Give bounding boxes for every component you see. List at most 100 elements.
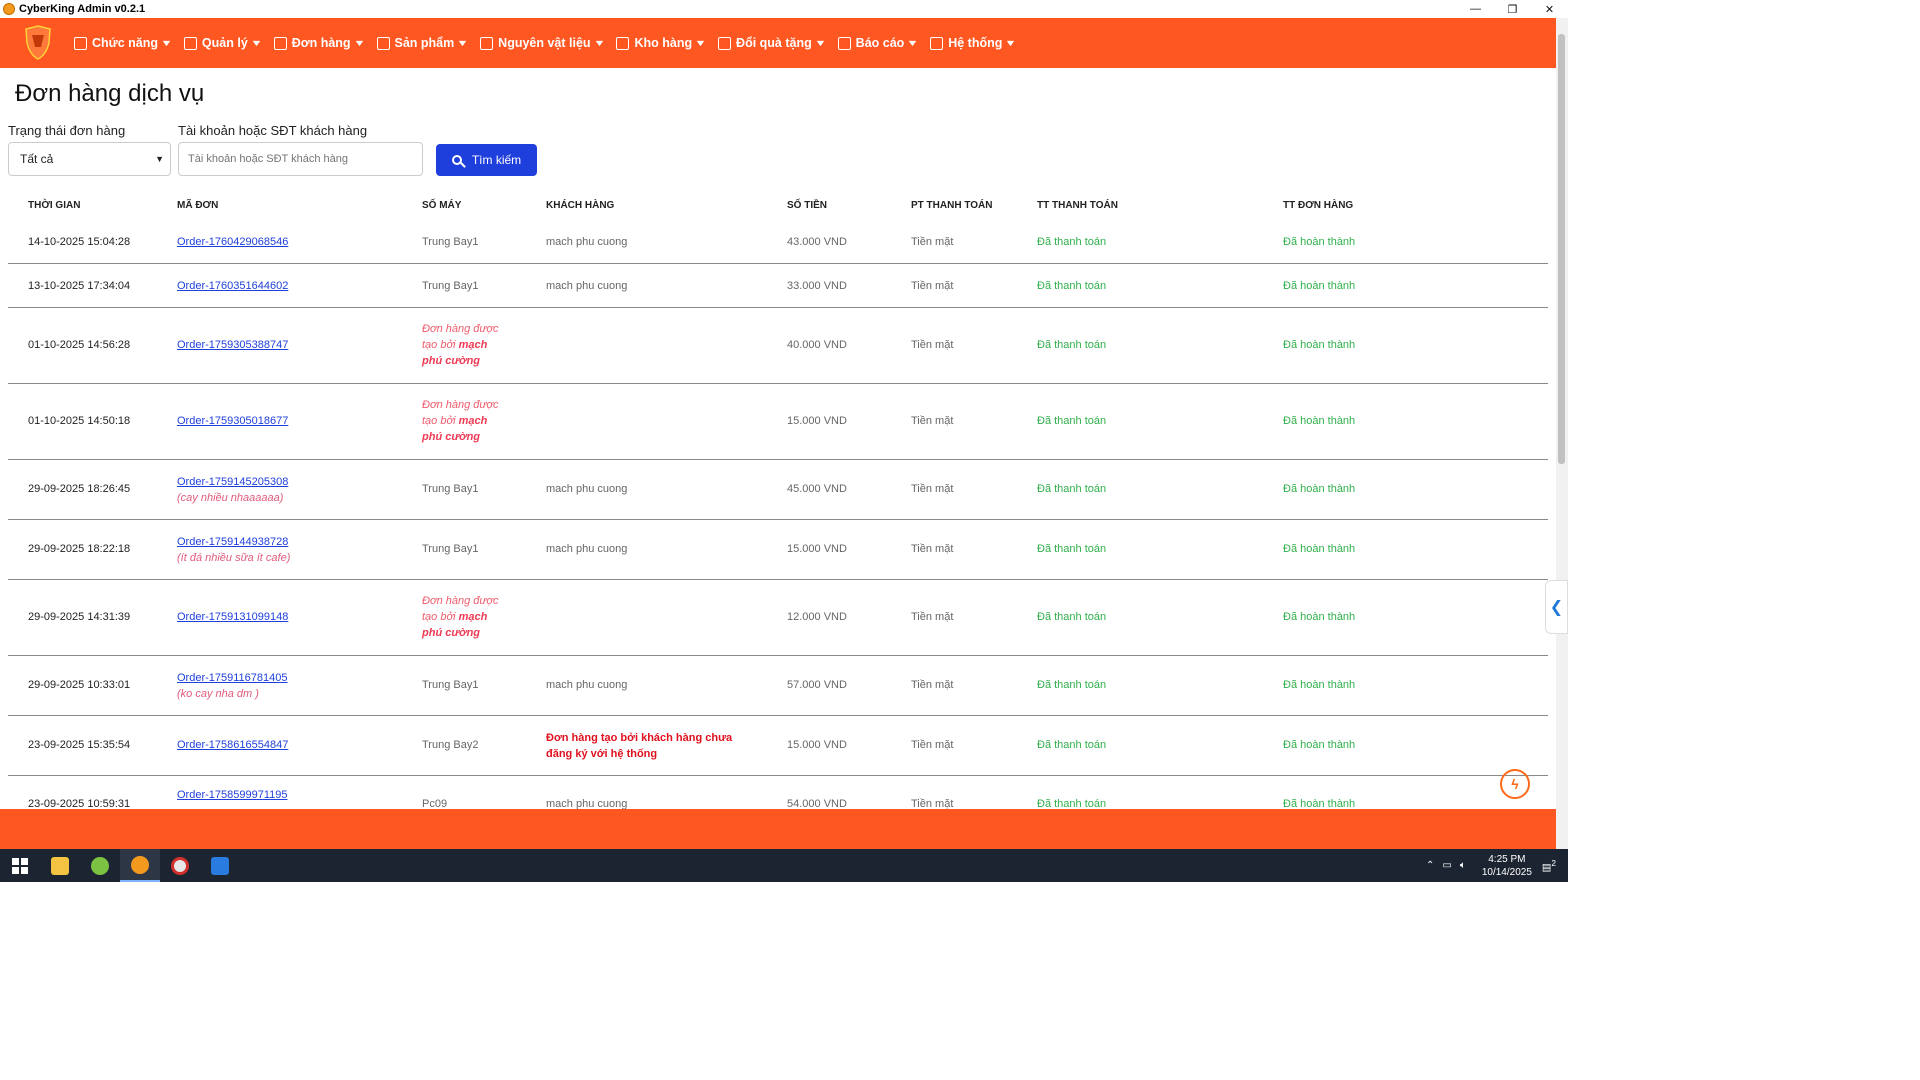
app-logo-icon [3,3,15,15]
chevron-down-icon: ▼ [352,38,366,48]
cyberking-icon [131,855,149,874]
warehouse-icon [616,36,630,50]
search-button[interactable]: Tìm kiếm [436,144,537,176]
taskbar-app-green[interactable] [80,849,120,882]
nav-he-thong[interactable]: Hệ thống ▼ [930,18,1017,68]
table-row[interactable]: 13-10-2025 17:34:04 Order-1760351644602 … [8,264,1548,308]
search-icon [451,155,462,165]
col-machine[interactable]: SỐ MÁY [422,200,462,211]
nav-doi-qua-tang[interactable]: Đổi quà tặng ▼ [718,18,826,68]
col-time[interactable]: THỜI GIAN [28,200,81,211]
col-order-code[interactable]: MÃ ĐƠN [177,200,219,211]
table-row[interactable]: 01-10-2025 14:56:28 Order-1759305388747 … [8,308,1548,384]
shield-logo-icon [25,25,51,60]
order-note: (cay nhiều nhaaaaaa) [177,492,284,504]
table-row[interactable]: 29-09-2025 18:26:45 Order-1759145205308(… [8,460,1548,520]
nav-nguyen-vat-lieu[interactable]: Nguyên vật liệu ▼ [480,18,606,68]
machine-note: Đơn hàng được tạo bởi mạch phú cường [422,399,499,443]
order-link[interactable]: Order-1759305018677 [177,415,289,427]
order-link[interactable]: Order-1759305388747 [177,339,289,351]
nav-bao-cao[interactable]: Báo cáo ▼ [837,18,919,68]
order-link[interactable]: Order-1759131099148 [177,611,289,623]
system-tray: ⌃ ▭ 🔈︎ 4:25 PM 10/14/2025 ▤2 [1426,849,1568,882]
windows-icon [12,857,28,874]
col-order-status[interactable]: TT ĐƠN HÀNG [1283,200,1354,211]
table-row[interactable]: 29-09-2025 10:33:01 Order-1759116781405(… [8,656,1548,716]
chevron-left-icon: ❮ [1549,599,1564,616]
account-search-input[interactable] [178,142,423,176]
status-filter-label: Trạng thái đơn hàng [8,123,126,138]
order-link[interactable]: Order-1759145205308 [177,476,289,488]
account-filter-label: Tài khoản hoặc SĐT khách hàng [178,123,368,138]
minimize-button[interactable]: — [1470,3,1481,15]
chevron-down-icon: ▼ [160,38,173,48]
main-content: Đơn hàng dịch vụ Trạng thái đơn hàng Tài… [0,68,1556,809]
order-note: (ko cay nha dm ) [177,688,259,700]
os-taskbar: ⌃ ▭ 🔈︎ 4:25 PM 10/14/2025 ▤2 [0,849,1568,882]
app-red-icon [171,856,189,875]
chevron-down-icon: ▼ [592,38,606,48]
order-link[interactable]: Order-1760351644602 [177,280,289,292]
window-title: CyberKing Admin v0.2.1 [19,3,146,15]
footer-bar [0,809,1556,849]
col-payment-method[interactable]: PT THANH TOÁN [911,200,993,211]
tray-chevron-up-icon[interactable]: ⌃ [1426,860,1435,871]
side-panel-toggle[interactable]: ❮ [1545,580,1568,634]
order-link[interactable]: Order-1759116781405 [177,672,288,684]
start-button[interactable] [0,849,40,882]
col-payment-status[interactable]: TT THANH TOÁN [1037,200,1118,211]
system-user-icon [930,36,944,50]
nav-quan-ly[interactable]: Quản lý ▼ [183,18,262,68]
gift-icon [718,36,732,50]
order-link[interactable]: Order-1760429068546 [177,236,289,248]
ingredients-icon [480,36,494,50]
order-link[interactable]: Order-1758616554847 [177,739,289,751]
order-note: (ít đá nhiều sữa ít cafe) [177,552,291,564]
app-blue-icon [211,856,229,875]
cyberking-logo[interactable] [22,25,54,61]
table-row[interactable]: 14-10-2025 15:04:28 Order-1760429068546 … [8,220,1548,264]
col-customer[interactable]: KHÁCH HÀNG [546,200,615,211]
chevron-down-icon: ▼ [694,38,707,48]
table-row[interactable]: 01-10-2025 14:50:18 Order-1759305018677 … [8,384,1548,460]
top-navbar: Chức năng ▼ Quản lý ▼ Đơn hàng ▼ Sản phẩm ▼ … [0,18,1556,68]
window-titlebar: CyberKing Admin v0.2.1 — ❐ ✕ [0,0,1568,18]
table-row[interactable]: 29-09-2025 18:22:18 Order-1759144938728(… [8,520,1548,580]
nav-kho-hang[interactable]: Kho hàng ▼ [616,18,707,68]
unregistered-customer-warning: Đơn hàng tạo bởi khách hàng chưa đăng ký … [546,732,733,760]
nav-don-hang[interactable]: Đơn hàng ▼ [273,18,366,68]
table-row[interactable]: 23-09-2025 10:59:31 Order-1758599971195 … [8,776,1548,809]
taskbar-app-red[interactable] [160,849,200,882]
chevron-down-icon: ▼ [155,154,164,164]
notification-icon[interactable]: ▤2 [1541,857,1556,874]
nav-chuc-nang[interactable]: Chức năng ▼ [74,18,173,68]
taskbar-app-blue[interactable] [200,849,240,882]
volume-icon[interactable]: 🔈︎ [1459,860,1466,871]
machine-note: Đơn hàng được tạo bởi mạch phú cường [422,595,499,639]
basket-icon [273,36,287,50]
folder-icon [51,856,69,875]
close-button[interactable]: ✕ [1544,3,1555,16]
order-link[interactable]: Order-1759144938728 [177,536,289,548]
network-icon[interactable]: ▭ [1442,860,1452,871]
clock[interactable]: 4:25 PM 10/14/2025 [1481,853,1532,878]
table-row[interactable]: 29-09-2025 14:31:39 Order-1759131099148 … [8,580,1548,656]
machine-note: Đơn hàng được tạo bởi mạch phú cường [422,323,499,367]
taskbar-cyberking[interactable] [120,849,160,882]
page-title: Đơn hàng dịch vụ [15,80,205,107]
table-header: THỜI GIAN MÃ ĐƠN SỐ MÁY KHÁCH HÀNG SỐ TI… [8,196,1548,218]
status-select[interactable]: Tất cả ▼ [8,142,171,176]
messenger-chat-button[interactable]: ϟ [1500,769,1530,799]
list-icon [183,36,197,50]
vertical-scrollbar[interactable] [1556,18,1568,849]
scrollbar-thumb[interactable] [1558,34,1565,464]
user-badge-icon [74,36,87,50]
chevron-down-icon: ▼ [456,38,469,48]
table-row[interactable]: 23-09-2025 15:35:54 Order-1758616554847 … [8,716,1548,776]
restore-button[interactable]: ❐ [1507,3,1518,16]
order-link[interactable]: Order-1758599971195 [177,789,288,801]
nav-san-pham[interactable]: Sản phẩm ▼ [376,18,469,68]
col-amount[interactable]: SỐ TIỀN [787,200,828,211]
taskbar-explorer[interactable] [40,849,80,882]
app-green-icon [91,856,109,875]
